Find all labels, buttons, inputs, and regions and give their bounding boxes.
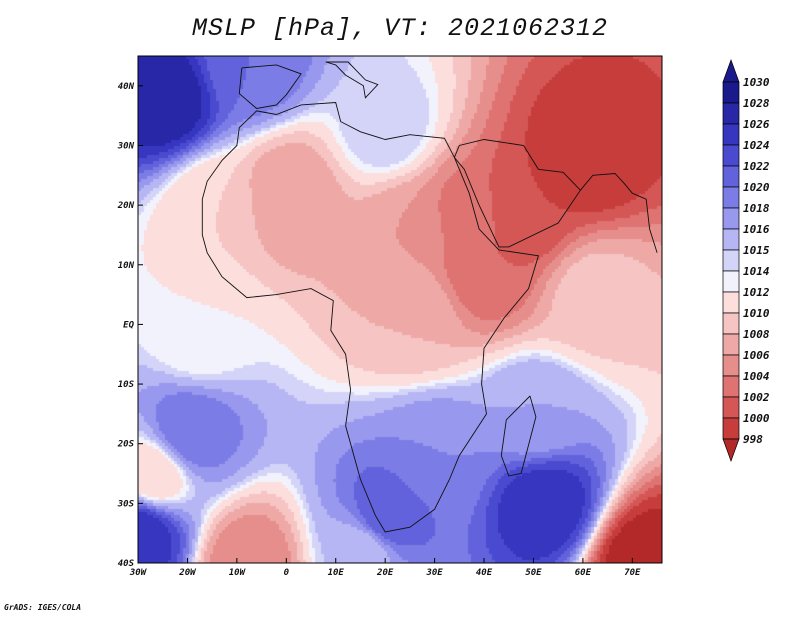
colorbar-label: 1018 <box>743 202 770 215</box>
lat-tick-label: 10N <box>118 261 135 271</box>
colorbar-box <box>722 207 740 230</box>
colorbar-label: 1016 <box>743 223 770 236</box>
colorbar-box <box>722 417 740 440</box>
colorbar-box <box>722 123 740 146</box>
lon-tick-label: 50E <box>525 568 542 578</box>
colorbar-box <box>722 81 740 104</box>
colorbar-label: 1008 <box>743 328 770 341</box>
colorbar-label: 1012 <box>743 286 770 299</box>
colorbar-label: 1014 <box>743 265 770 278</box>
colorbar-label: 1028 <box>743 97 770 110</box>
lat-tick-label: 30N <box>117 141 135 151</box>
lat-tick-label: 40N <box>118 82 135 92</box>
colorbar-box <box>722 165 740 188</box>
asia-coast <box>580 173 658 253</box>
colorbar-bottom-arrow <box>722 438 740 463</box>
pressure-map <box>138 56 662 563</box>
colorbar-label: 1000 <box>743 412 770 425</box>
colorbar-label: 1004 <box>743 370 770 383</box>
colorbar-box <box>722 102 740 125</box>
colorbar-label: 1006 <box>743 349 770 362</box>
colorbar-box <box>722 249 740 272</box>
colorbar-box <box>722 375 740 398</box>
colorbar-box <box>722 312 740 335</box>
lat-tick-label: 10S <box>118 380 135 390</box>
africa-outline <box>201 102 539 533</box>
lat-tick-label: 30S <box>117 499 135 509</box>
colorbar-label: 1010 <box>743 307 770 320</box>
lon-tick-label: 20E <box>376 568 394 578</box>
colorbar-label: 1030 <box>743 76 770 89</box>
lon-tick-label: 60E <box>575 568 592 578</box>
lon-tick-label: 30W <box>129 568 148 578</box>
chart-title: MSLP [hPa], VT: 2021062312 <box>191 14 609 43</box>
colorbar-box <box>722 354 740 377</box>
latitude-ticks: 40N 30N 20N 10N EQ 10S 20S 30S 40S <box>117 82 143 569</box>
colorbar-label: 1020 <box>743 181 770 194</box>
colorbar-label: 998 <box>743 433 763 446</box>
madagascar-outline <box>500 395 537 477</box>
colorbar-box <box>722 291 740 314</box>
lon-tick-label: 40E <box>476 568 493 578</box>
lat-tick-label: 40S <box>118 559 135 569</box>
lon-tick-label: 10E <box>328 568 345 578</box>
colorbar-box <box>722 333 740 356</box>
colorbar-top-arrow <box>722 58 740 83</box>
africa-coastline <box>201 61 658 533</box>
lon-tick-label: 30E <box>425 568 443 578</box>
colorbar-label: 1024 <box>743 139 770 152</box>
colorbar-box <box>722 186 740 209</box>
colorbar-box <box>722 228 740 251</box>
colorbar-label: 1026 <box>743 118 770 131</box>
map-frame <box>137 55 663 564</box>
lon-tick-label: 0 <box>284 568 290 578</box>
colorbar-label: 1022 <box>743 160 770 173</box>
grads-credit: GrADS: IGES/COLA <box>4 603 82 612</box>
lat-tick-label: 20N <box>117 201 135 211</box>
lon-tick-label: 70E <box>624 568 641 578</box>
colorbar-label: 1002 <box>743 391 770 404</box>
lat-tick-label: 20S <box>117 440 135 450</box>
colorbar-box <box>722 144 740 167</box>
colorbar-box <box>722 396 740 419</box>
lat-tick-label: EQ <box>123 320 134 330</box>
longitude-ticks: 30W 20W 10W 0 10E 20E 30E 40E 50E 60E 70E <box>129 558 641 578</box>
lon-tick-label: 10W <box>229 568 247 578</box>
iberia-outline <box>238 64 302 109</box>
pressure-field-raster <box>138 56 662 563</box>
italy-outline <box>325 61 379 99</box>
colorbar-label: 1015 <box>743 244 770 257</box>
colorbar-box <box>722 270 740 293</box>
lon-tick-label: 20W <box>178 568 197 578</box>
